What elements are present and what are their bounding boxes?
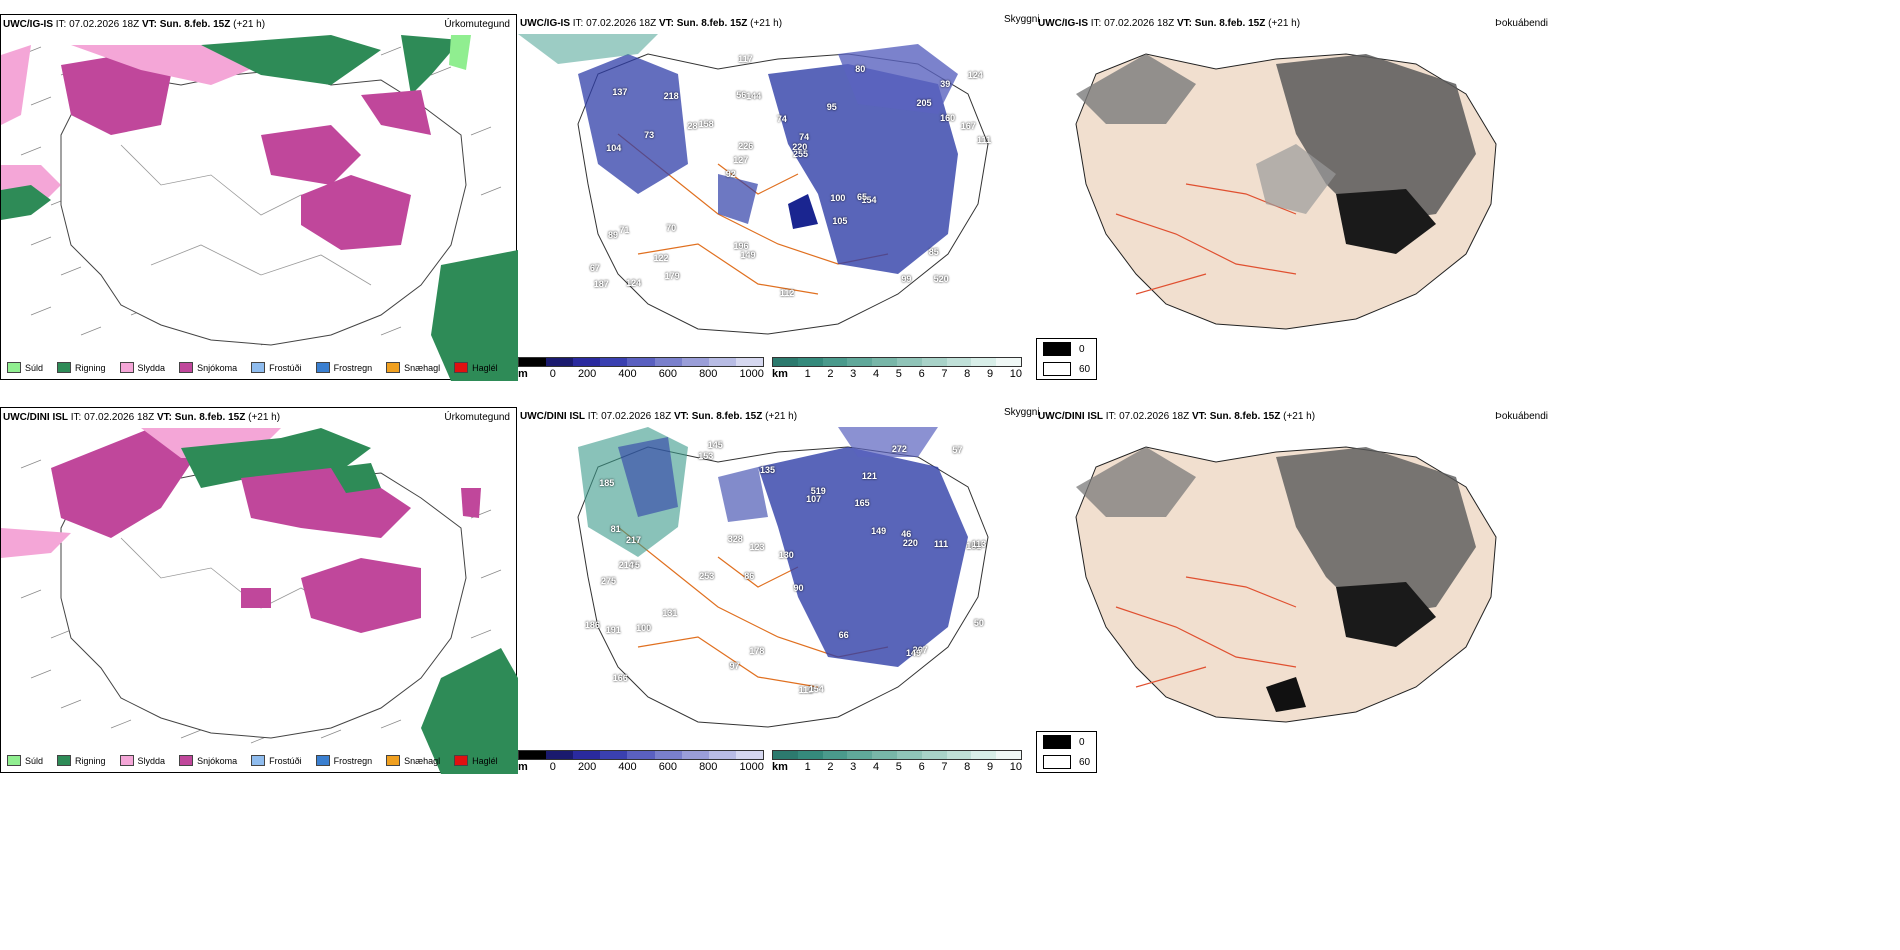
cloud-map [577, 427, 989, 728]
km-colorbar: km 1 2 3 4 5 6 7 8 9 10 [772, 357, 1022, 380]
legend-item: Frostúði [251, 362, 302, 373]
legend-item: Slydda [119, 755, 165, 766]
legend-item: Haglél [454, 755, 498, 766]
panel-right-title: Þokuábendi [1495, 411, 1548, 422]
panel-title: UWC/IG-IS IT: 07.02.2026 18Z VT: Sun. 8.… [1038, 18, 1301, 29]
legend-item: Súld [7, 755, 43, 766]
cloud-map [518, 34, 989, 335]
cloud-left-title-top: Skyggni [1004, 14, 1040, 25]
panel-title: UWC/IG-IS IT: 07.02.2026 18Z VT: Sun. 8.… [520, 18, 783, 29]
legend-item: Slydda [119, 362, 165, 373]
precip-legend: Súld Rigning Slydda Snjókoma Frostúði Fr… [7, 362, 498, 373]
legend-item: Rigning [57, 755, 106, 766]
legend-item: Haglél [454, 362, 498, 373]
fog-panel-bottom: UWC/DINI ISL IT: 07.02.2026 18Z VT: Sun.… [1036, 407, 1554, 773]
legend-item: Snæhagl [386, 362, 440, 373]
fog-legend: 0 60 [1036, 338, 1098, 380]
precip-legend: Súld Rigning Slydda Snjókoma Frostúði Fr… [7, 755, 498, 766]
km-colorbar: km 1 2 3 4 5 6 7 8 9 10 [772, 750, 1022, 773]
m-colorbar: m 0 200 400 600 800 1000 [518, 750, 764, 773]
fog-map [1075, 446, 1497, 723]
cloud-left-title-bottom: Skyggni [1004, 407, 1040, 418]
panel-right-title: Þokuábendi [1495, 18, 1548, 29]
legend-item: Snjókoma [179, 755, 237, 766]
panel-title: UWC/DINI ISL IT: 07.02.2026 18Z VT: Sun.… [520, 411, 798, 422]
km-unit: km [772, 761, 788, 773]
fog-panel-top: UWC/IG-IS IT: 07.02.2026 18Z VT: Sun. 8.… [1036, 14, 1554, 380]
precip-map [1, 428, 518, 774]
panel-right-title: Úrkomutegund [444, 19, 510, 30]
legend-item: Frostregn [315, 755, 372, 766]
panel-right-title: Úrkomutegund [444, 412, 510, 423]
legend-item: Rigning [57, 362, 106, 373]
legend-item: Frostregn [315, 362, 372, 373]
cloud-visibility-panel-top: UWC/IG-IS IT: 07.02.2026 18Z VT: Sun. 8.… [518, 14, 1038, 380]
precip-type-panel-bottom: UWC/DINI ISL IT: 07.02.2026 18Z VT: Sun.… [0, 407, 518, 774]
panel-title: UWC/DINI ISL IT: 07.02.2026 18Z VT: Sun.… [1038, 411, 1316, 422]
legend-item: Súld [7, 362, 43, 373]
km-unit: km [772, 368, 788, 380]
m-colorbar: m 0 200 400 600 800 1000 [518, 357, 764, 380]
precip-type-panel-top: UWC/IG-IS IT: 07.02.2026 18Z VT: Sun. 8.… [0, 14, 518, 381]
legend-item: Frostúði [251, 755, 302, 766]
legend-item: Snæhagl [386, 755, 440, 766]
fog-legend: 0 60 [1036, 731, 1098, 773]
precip-map [1, 35, 518, 381]
m-unit: m [518, 761, 528, 773]
legend-item: Snjókoma [179, 362, 237, 373]
cloud-visibility-panel-bottom: UWC/DINI ISL IT: 07.02.2026 18Z VT: Sun.… [518, 407, 1038, 773]
panel-title: UWC/IG-IS IT: 07.02.2026 18Z VT: Sun. 8.… [3, 19, 266, 30]
m-unit: m [518, 368, 528, 380]
fog-map [1075, 53, 1497, 330]
panel-title: UWC/DINI ISL IT: 07.02.2026 18Z VT: Sun.… [3, 412, 281, 423]
